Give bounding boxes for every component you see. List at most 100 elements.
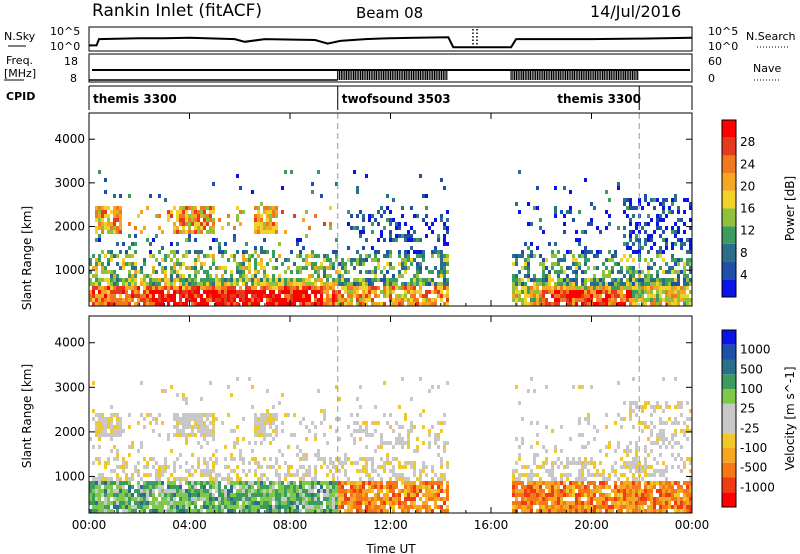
power-cell <box>326 290 329 294</box>
power-cell <box>287 278 290 282</box>
velocity-cell <box>662 409 665 413</box>
power-cell <box>434 246 437 250</box>
power-cell <box>254 222 257 226</box>
freq-tick-bottom: 8 <box>70 72 77 85</box>
power-cell <box>260 202 263 206</box>
power-cell <box>248 254 251 258</box>
velocity-cell <box>197 465 200 469</box>
velocity-cell <box>677 497 680 501</box>
velocity-cell <box>305 453 308 457</box>
power-cell <box>377 266 380 270</box>
power-cell <box>404 234 407 238</box>
velocity-cell <box>527 505 530 509</box>
velocity-cell <box>587 485 590 489</box>
power-cell <box>95 210 98 214</box>
power-cell <box>605 290 608 294</box>
power-cell <box>578 294 581 298</box>
power-cell <box>194 226 197 230</box>
velocity-cell <box>116 429 119 433</box>
velocity-cell <box>314 453 317 457</box>
velocity-cell <box>365 509 368 513</box>
velocity-cell <box>665 493 668 497</box>
velocity-cell <box>671 465 674 469</box>
velocity-cell <box>122 481 125 485</box>
velocity-cell <box>338 397 341 401</box>
power-cell <box>173 230 176 234</box>
velocity-cell <box>578 497 581 501</box>
power-cell <box>617 182 620 186</box>
velocity-cell <box>290 485 293 489</box>
power-cell <box>251 294 254 298</box>
power-cell <box>431 290 434 294</box>
power-cell <box>221 302 224 306</box>
velocity-cell <box>260 429 263 433</box>
power-cell <box>221 250 224 254</box>
velocity-cell <box>542 509 545 513</box>
velocity-cell <box>155 421 158 425</box>
velocity-cell <box>179 433 182 437</box>
velocity-cell <box>248 489 251 493</box>
velocity-cell <box>629 413 632 417</box>
velocity-cell <box>269 417 272 421</box>
power-cell <box>392 286 395 290</box>
velocity-cell <box>689 505 692 509</box>
power-cell <box>164 282 167 286</box>
velocity-cell <box>254 481 257 485</box>
velocity-cell <box>209 413 212 417</box>
power-cell <box>647 262 650 266</box>
velocity-cell <box>203 413 206 417</box>
velocity-cell <box>671 445 674 449</box>
power-cell <box>266 210 269 214</box>
velocity-cell <box>563 509 566 513</box>
power-cell <box>200 206 203 210</box>
velocity-cell <box>401 465 404 469</box>
velocity-cell <box>419 485 422 489</box>
power-cell <box>137 302 140 306</box>
power-cell <box>182 226 185 230</box>
power-cell <box>362 282 365 286</box>
velocity-cell <box>542 497 545 501</box>
velocity-cell <box>656 405 659 409</box>
power-cell <box>263 286 266 290</box>
velocity-cell <box>269 485 272 489</box>
power-cell <box>182 230 185 234</box>
velocity-cell <box>383 465 386 469</box>
velocity-cell <box>653 481 656 485</box>
power-cell <box>341 274 344 278</box>
velocity-cell <box>446 497 449 501</box>
velocity-cell <box>665 445 668 449</box>
power-cell <box>611 286 614 290</box>
velocity-cell <box>521 509 524 513</box>
velocity-cell <box>689 509 692 513</box>
power-cell <box>635 226 638 230</box>
power-cell <box>569 250 572 254</box>
power-cell <box>257 206 260 210</box>
velocity-cell <box>245 493 248 497</box>
velocity-cell <box>644 461 647 465</box>
power-cell <box>101 250 104 254</box>
velocity-cell <box>560 473 563 477</box>
velocity-cell <box>143 485 146 489</box>
velocity-cell <box>305 425 308 429</box>
power-cell <box>221 286 224 290</box>
power-cell <box>191 218 194 222</box>
velocity-cell <box>512 481 515 485</box>
power-cell <box>200 294 203 298</box>
velocity-cell <box>236 493 239 497</box>
velocity-cell <box>98 497 101 501</box>
velocity-cell <box>344 509 347 513</box>
velocity-cell <box>95 485 98 489</box>
velocity-cell <box>329 457 332 461</box>
velocity-cell <box>326 485 329 489</box>
power-cell <box>89 262 92 266</box>
velocity-cell <box>302 473 305 477</box>
power-cell <box>686 262 689 266</box>
power-cell <box>260 294 263 298</box>
power-cell <box>386 250 389 254</box>
power-cell <box>437 286 440 290</box>
power-cell <box>572 290 575 294</box>
power-cell <box>125 302 128 306</box>
velocity-cell <box>101 477 104 481</box>
power-cell <box>185 298 188 302</box>
velocity-cell <box>302 477 305 481</box>
